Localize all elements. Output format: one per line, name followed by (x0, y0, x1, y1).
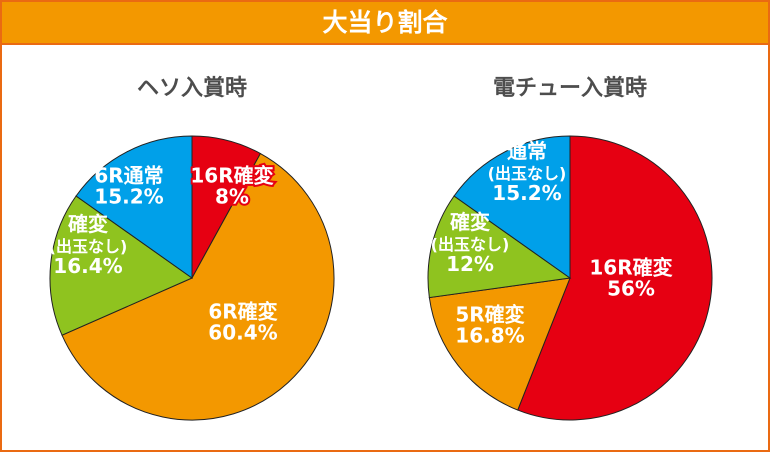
slice-name-label: 6R通常 (94, 164, 163, 188)
chart-title: 大当り割合 (2, 2, 768, 45)
slice-name-label: 通常 (507, 139, 547, 163)
pie-slice (61, 152, 335, 421)
slice-value-label: 15.2% (492, 181, 561, 205)
slice-sub-label: (出玉なし) (488, 164, 567, 183)
slice-name-label: 確変 (68, 212, 108, 236)
slice-value-label: 15.2% (94, 185, 163, 209)
slice-value-label: 56% (607, 277, 655, 301)
slice-name-label: 16R確変 (589, 256, 672, 280)
slice-value-label: 8% (215, 185, 249, 209)
pie-slice (517, 135, 713, 421)
pie-slice (49, 195, 194, 336)
slice-sub-label: (出玉なし) (49, 237, 128, 256)
slice-value-label: 60.4% (208, 321, 277, 345)
pie-title-denchu: 電チュー入賞時 (492, 76, 647, 101)
slice-value-label: 16.4% (53, 254, 122, 278)
slice-name-label: 6R確変 (208, 300, 277, 324)
slice-value-label: 16.8% (455, 324, 524, 348)
pie-slice (427, 195, 572, 299)
pie-slice (428, 277, 571, 411)
slice-value-label: 12% (446, 252, 494, 276)
slice-name-label: 確変 (450, 210, 490, 234)
pie-slice (453, 135, 571, 279)
pie-slice (75, 135, 193, 279)
slice-name-label: 5R確変 (455, 303, 524, 327)
slice-sub-label: (出玉なし) (431, 235, 510, 254)
pie-title-heso: ヘソ入賞時 (136, 76, 247, 101)
slice-name-label: 16R確変 (190, 164, 273, 188)
